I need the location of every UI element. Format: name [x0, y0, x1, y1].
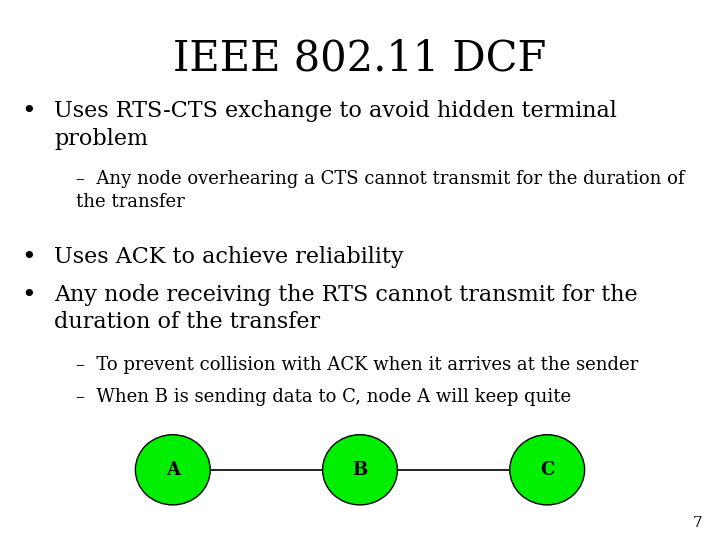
- Text: IEEE 802.11 DCF: IEEE 802.11 DCF: [174, 38, 546, 80]
- Text: A: A: [166, 461, 180, 479]
- Text: •: •: [22, 100, 36, 123]
- Text: B: B: [352, 461, 368, 479]
- Text: Uses RTS-CTS exchange to avoid hidden terminal
problem: Uses RTS-CTS exchange to avoid hidden te…: [54, 100, 617, 150]
- Text: •: •: [22, 246, 36, 269]
- Ellipse shape: [510, 435, 585, 505]
- Ellipse shape: [323, 435, 397, 505]
- Text: C: C: [540, 461, 554, 479]
- Text: Any node receiving the RTS cannot transmit for the
duration of the transfer: Any node receiving the RTS cannot transm…: [54, 284, 638, 333]
- Text: •: •: [22, 284, 36, 307]
- Text: –  Any node overhearing a CTS cannot transmit for the duration of
the transfer: – Any node overhearing a CTS cannot tran…: [76, 170, 684, 211]
- Text: –  When B is sending data to C, node A will keep quite: – When B is sending data to C, node A wi…: [76, 388, 571, 406]
- Text: –  To prevent collision with ACK when it arrives at the sender: – To prevent collision with ACK when it …: [76, 356, 638, 374]
- Ellipse shape: [135, 435, 210, 505]
- Text: Uses ACK to achieve reliability: Uses ACK to achieve reliability: [54, 246, 404, 268]
- Text: 7: 7: [693, 516, 702, 530]
